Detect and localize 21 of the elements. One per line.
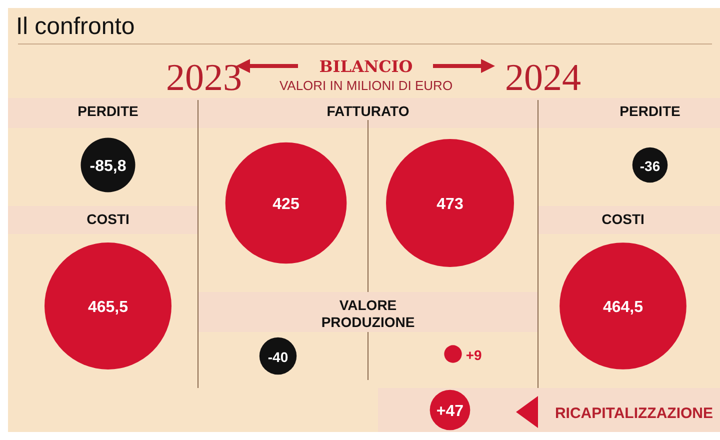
series-label: 2024 [505,57,581,99]
category-label: PERDITE [78,103,138,119]
text: VALORI IN MILIONI DI EURO [279,78,453,93]
data-label: +47 [436,403,464,420]
data-label: 473 [436,196,464,213]
data-label: 425 [272,196,300,213]
category-label: PERDITE [620,103,680,119]
data-label: 465,5 [88,299,128,316]
text: Il confronto [16,13,135,40]
text: BILANCIO [319,57,413,76]
series-label: 2023 [166,57,242,99]
data-label: +9 [466,347,482,363]
data-label: -40 [268,349,288,365]
data-label: -85,8 [90,158,126,175]
category-label: COSTI [602,211,644,227]
category-label: FATTURATO [326,103,410,119]
category-label: VALORE PRODUZIONE [321,297,415,330]
category-label: COSTI [86,211,130,227]
data-label: 464,5 [602,299,644,316]
data-label: -36 [640,158,660,174]
category-label: RICAPITALIZZAZIONE [554,405,713,422]
